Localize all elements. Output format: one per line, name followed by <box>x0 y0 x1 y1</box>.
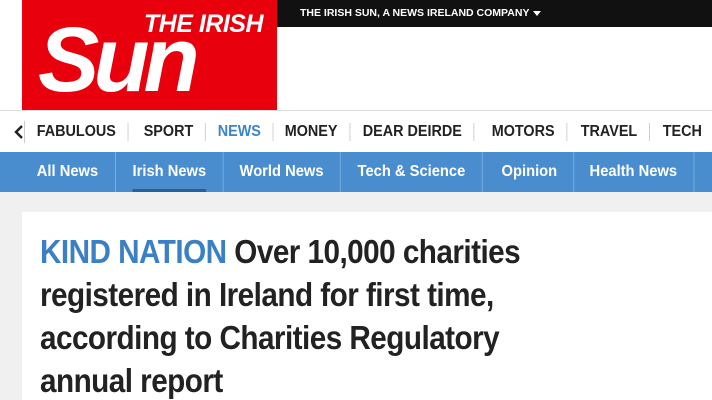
nav-item[interactable]: SPORT <box>132 123 206 141</box>
nav-item[interactable]: DEAR DEIRDE <box>351 123 475 141</box>
nav-item[interactable]: TECH <box>651 123 712 141</box>
subnav-item[interactable]: Tech & Science <box>341 152 483 192</box>
headline-text: Over 10,000 charities registered in Irel… <box>40 233 521 399</box>
subnav-item[interactable]: Irish News <box>116 152 224 192</box>
subnav-item[interactable]: Health News <box>573 152 695 192</box>
subnav-item[interactable]: Opinion <box>485 152 575 192</box>
nav-back[interactable] <box>14 121 25 143</box>
sub-nav: All News Irish News World News Tech & Scien… <box>0 152 712 192</box>
subnav-item[interactable]: World News <box>223 152 341 192</box>
article-card <box>22 212 712 400</box>
logo-line2: Sun <box>38 9 200 110</box>
logo[interactable]: THE IRISH Sun <box>22 0 277 110</box>
logo-line1: THE IRISH <box>143 10 264 38</box>
nav-item[interactable]: TRAVEL <box>569 123 650 141</box>
nav-item[interactable]: FABULOUS <box>25 123 129 141</box>
utility-text: THE IRISH SUN, A NEWS IRELAND COMPANY <box>300 7 530 19</box>
nav-item[interactable]: MONEY <box>273 123 351 141</box>
utility-link[interactable]: THE IRISH SUN, A NEWS IRELAND COMPANY <box>300 0 542 27</box>
top-bar-bg <box>277 0 712 27</box>
headline: KIND NATION Over 10,000 charities regist… <box>40 230 544 400</box>
kicker: KIND NATION <box>40 233 227 270</box>
main-nav: FABULOUS SPORT NEWS MONEY DEAR DEIRDE MOTORS T… <box>0 110 712 153</box>
nav-item[interactable]: MOTORS <box>480 123 568 141</box>
subnav-item[interactable]: All News <box>0 152 116 192</box>
nav-item[interactable]: NEWS <box>206 123 274 141</box>
dropdown-arrow <box>533 10 542 16</box>
chevron-left <box>14 125 23 139</box>
